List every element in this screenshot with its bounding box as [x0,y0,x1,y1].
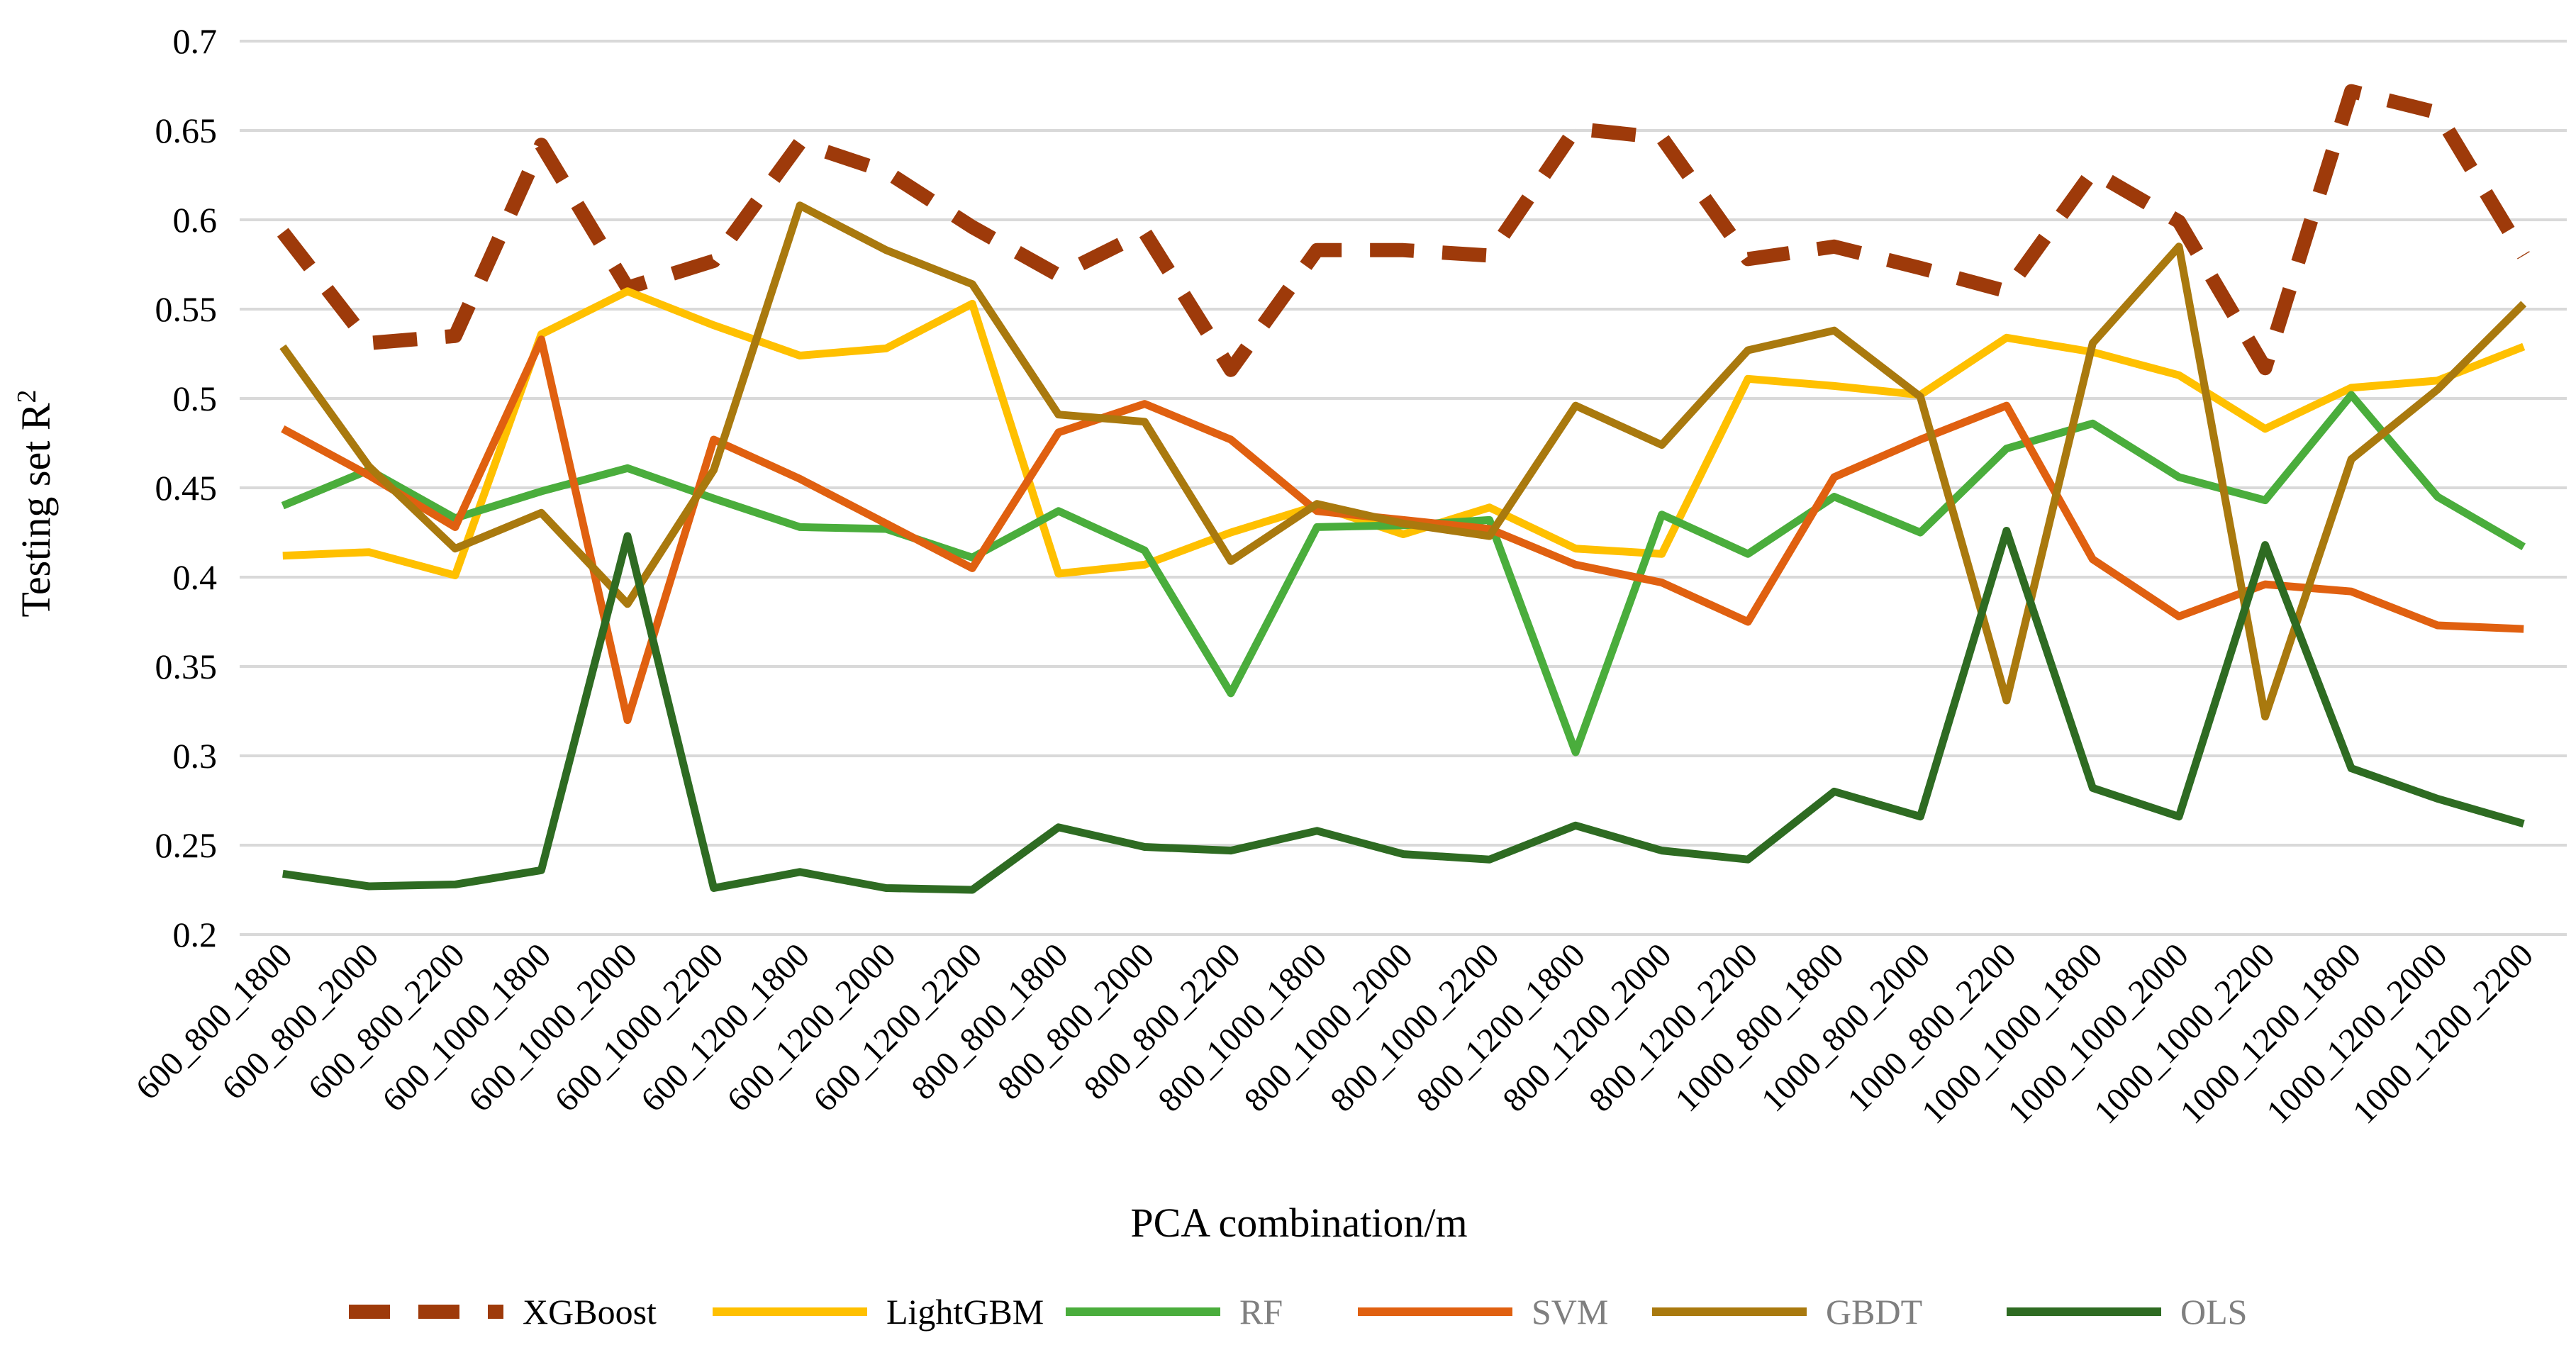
legend-label: LightGBM [886,1292,1044,1332]
legend-label: GBDT [1826,1292,1922,1332]
y-tick-label: 0.3 [173,736,218,776]
legend-label: SVM [1532,1292,1608,1332]
legend-label: RF [1239,1292,1283,1332]
legend-item-lightgbm: LightGBM [713,1292,1044,1332]
gridlines [240,40,2567,936]
y-axis-label-text: Testing set R [13,403,59,617]
y-tick-label: 0.55 [155,289,218,329]
legend-item-gbdt: GBDT [1652,1292,1922,1332]
legend-label: OLS [2180,1292,2247,1332]
y-tick-label: 0.6 [173,200,218,240]
series-ols [282,527,2525,894]
legend-label: XGBoost [523,1292,657,1332]
y-axis-label: Testing set R2 [12,389,59,617]
y-tick-label: 0.35 [155,647,218,686]
y-tick-label: 0.4 [173,557,218,597]
legend-item-svm: SVM [1358,1292,1608,1332]
y-axis-label-superscript: 2 [12,389,42,403]
y-axis-ticks: 0.2 0.25 0.3 0.35 0.4 0.45 0.5 0.55 0.6 0.65 0.7 [155,21,218,954]
y-tick-label: 0.65 [155,111,218,150]
series-lightgbm [282,287,2526,579]
series-gbdt [279,201,2527,721]
y-tick-label: 0.45 [155,468,218,508]
y-tick-label: 0.5 [173,379,218,418]
series-lines [277,84,2530,894]
legend: XGBoost LightGBM RF SVM GBDT OLS [349,1292,2247,1332]
x-axis-label: PCA combination/m [1130,1200,1467,1246]
legend-item-rf: RF [1066,1292,1283,1332]
y-tick-label: 0.2 [173,915,218,954]
legend-item-ols: OLS [2007,1292,2247,1332]
legend-item-xgboost: XGBoost [349,1292,657,1332]
y-tick-label: 0.7 [173,21,218,61]
y-tick-label: 0.25 [155,825,218,865]
